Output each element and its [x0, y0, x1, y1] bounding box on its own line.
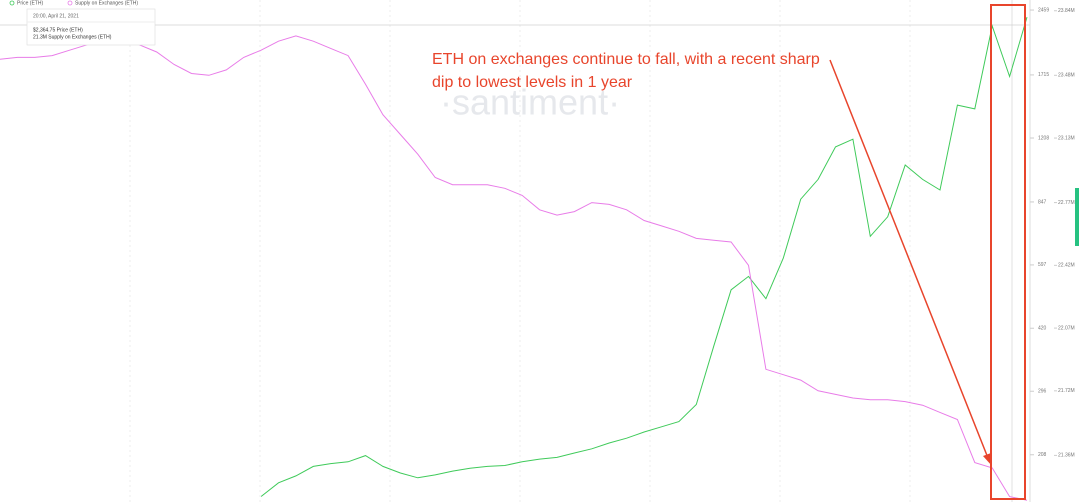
tooltip-date: 20:00, April 21, 2021: [33, 13, 79, 19]
y-tick-label: 420: [1038, 326, 1047, 332]
tooltip: 20:00, April 21, 2021 $2,364.75 Price (E…: [26, 8, 156, 46]
grid-decor: [129, 0, 911, 502]
y-tick-label: 296: [1038, 389, 1047, 395]
y2-tick-label: 23.48M: [1058, 73, 1075, 79]
side-handle[interactable]: [1075, 188, 1079, 246]
legend-dot: [9, 0, 15, 6]
y2-tick-label: 22.42M: [1058, 263, 1075, 269]
y-tick-label: 208: [1038, 452, 1047, 458]
series-line: [260, 16, 1028, 497]
y-tick-label: 1715: [1038, 72, 1049, 78]
y-tick-label: 847: [1038, 199, 1047, 205]
y-tick-label: 2459: [1038, 7, 1049, 13]
y2-tick-label: 22.07M: [1058, 325, 1075, 331]
annotation: ETH on exchanges continue to fall, with …: [432, 51, 820, 91]
y-tick-label: 1208: [1038, 135, 1049, 141]
y2-tick-label: 21.36M: [1058, 453, 1075, 459]
annotation-box: ETH on exchanges continue to fall, with …: [432, 51, 820, 91]
highlight-box: [990, 4, 1026, 500]
legend-label[interactable]: Supply on Exchanges (ETH): [75, 0, 138, 6]
y-tick-label: 597: [1038, 262, 1047, 268]
arrow: [829, 59, 989, 459]
legend-dot: [67, 0, 73, 6]
series-line: [0, 35, 1028, 501]
watermark: ·santiment·: [440, 82, 620, 123]
y2-tick-label: 21.72M: [1058, 388, 1075, 394]
y2-tick-label: 23.84M: [1058, 8, 1075, 14]
tooltip-line: 21.3M Supply on Exchanges (ETH): [33, 34, 112, 40]
arrow-head: [983, 453, 992, 466]
legend-label[interactable]: Price (ETH): [17, 0, 43, 6]
tooltip-line: $2,364.75 Price (ETH): [33, 27, 83, 33]
y2-tick-label: 22.77M: [1058, 200, 1075, 206]
y2-tick-label: 23.13M: [1058, 135, 1075, 141]
